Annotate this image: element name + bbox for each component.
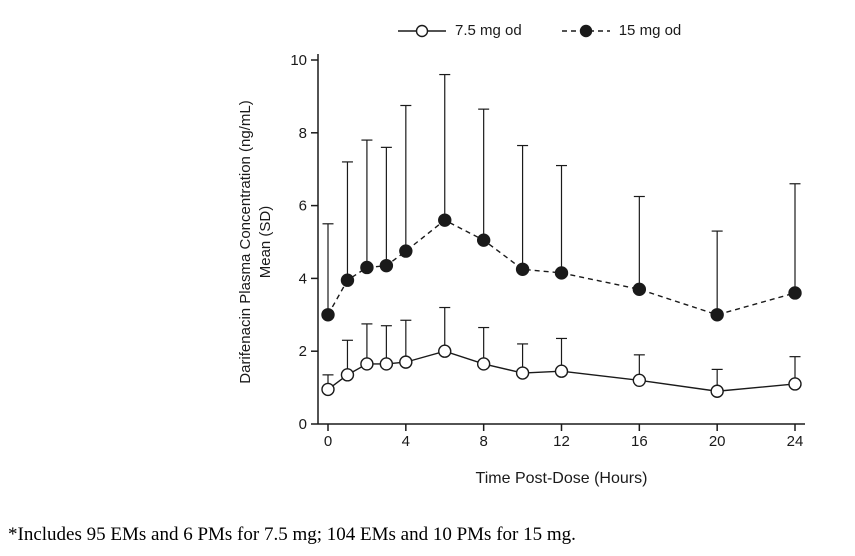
open-circle [515, 366, 530, 380]
x-tick-label: 4 [402, 433, 410, 450]
filled-circle [379, 258, 394, 273]
open-circle [788, 377, 802, 391]
legend-item-7-5mg: 7.5 mg od [398, 22, 522, 39]
axes [311, 54, 805, 431]
open-circle [632, 373, 647, 388]
filled-circle [788, 286, 802, 300]
filled-circle [632, 282, 647, 297]
x-tick-label: 0 [324, 433, 332, 450]
y-tick-label: 6 [299, 198, 307, 215]
x-tick-label: 8 [479, 433, 487, 450]
open-circle [379, 357, 394, 371]
open-circle [554, 364, 569, 378]
open-circle-solid-line-icon [398, 24, 446, 37]
x-tick-label: 24 [787, 433, 804, 450]
filled-circle [360, 260, 374, 275]
x-axis-label: Time Post-Dose (Hours) [475, 470, 648, 487]
x-tick-label: 16 [631, 433, 648, 450]
filled-circle [340, 273, 355, 287]
y-axis-label-line2: Mean (SD) [257, 205, 274, 279]
y-tick-label: 2 [299, 343, 307, 360]
plasma-concentration-chart: 0 2 4 6 8 10 0 4 8 12 16 20 24 [290, 52, 805, 450]
filled-circle [476, 233, 491, 247]
open-circle [438, 344, 452, 358]
filled-circle [554, 266, 569, 280]
filled-circle [710, 308, 724, 322]
open-circle [340, 368, 355, 382]
series-7-5mg [321, 306, 802, 398]
series-line-dashed [327, 219, 796, 316]
x-tick-label: 12 [553, 433, 570, 450]
chart-legend: 7.5 mg od 15 mg od [398, 22, 681, 39]
filled-circle [321, 308, 335, 322]
open-circle [476, 357, 491, 371]
legend-item-15mg: 15 mg od [561, 22, 682, 39]
open-circle [399, 355, 413, 369]
legend-label-7-5mg: 7.5 mg od [455, 22, 522, 39]
y-tick-label: 4 [299, 270, 307, 287]
series-15mg [321, 73, 802, 322]
y-tick-label: 0 [299, 416, 307, 433]
y-tick-label: 8 [299, 125, 307, 142]
open-circle [321, 382, 335, 397]
open-circle [710, 384, 724, 398]
x-tick-label: 20 [709, 433, 726, 450]
figure-footnote: *Includes 95 EMs and 6 PMs for 7.5 mg; 1… [8, 524, 576, 545]
filled-circle-dashed-line-icon [561, 24, 610, 37]
legend-label-15mg: 15 mg od [618, 22, 682, 39]
filled-circle [515, 262, 530, 276]
filled-circle [399, 244, 413, 258]
y-axis-label: Darifenacin Plasma Concentration (ng/mL)… [235, 52, 277, 432]
y-axis-label-line1: Darifenacin Plasma Concentration (ng/mL) [237, 100, 254, 384]
y-tick-label: 10 [290, 52, 307, 69]
filled-circle [438, 213, 452, 227]
open-circle [360, 357, 374, 371]
